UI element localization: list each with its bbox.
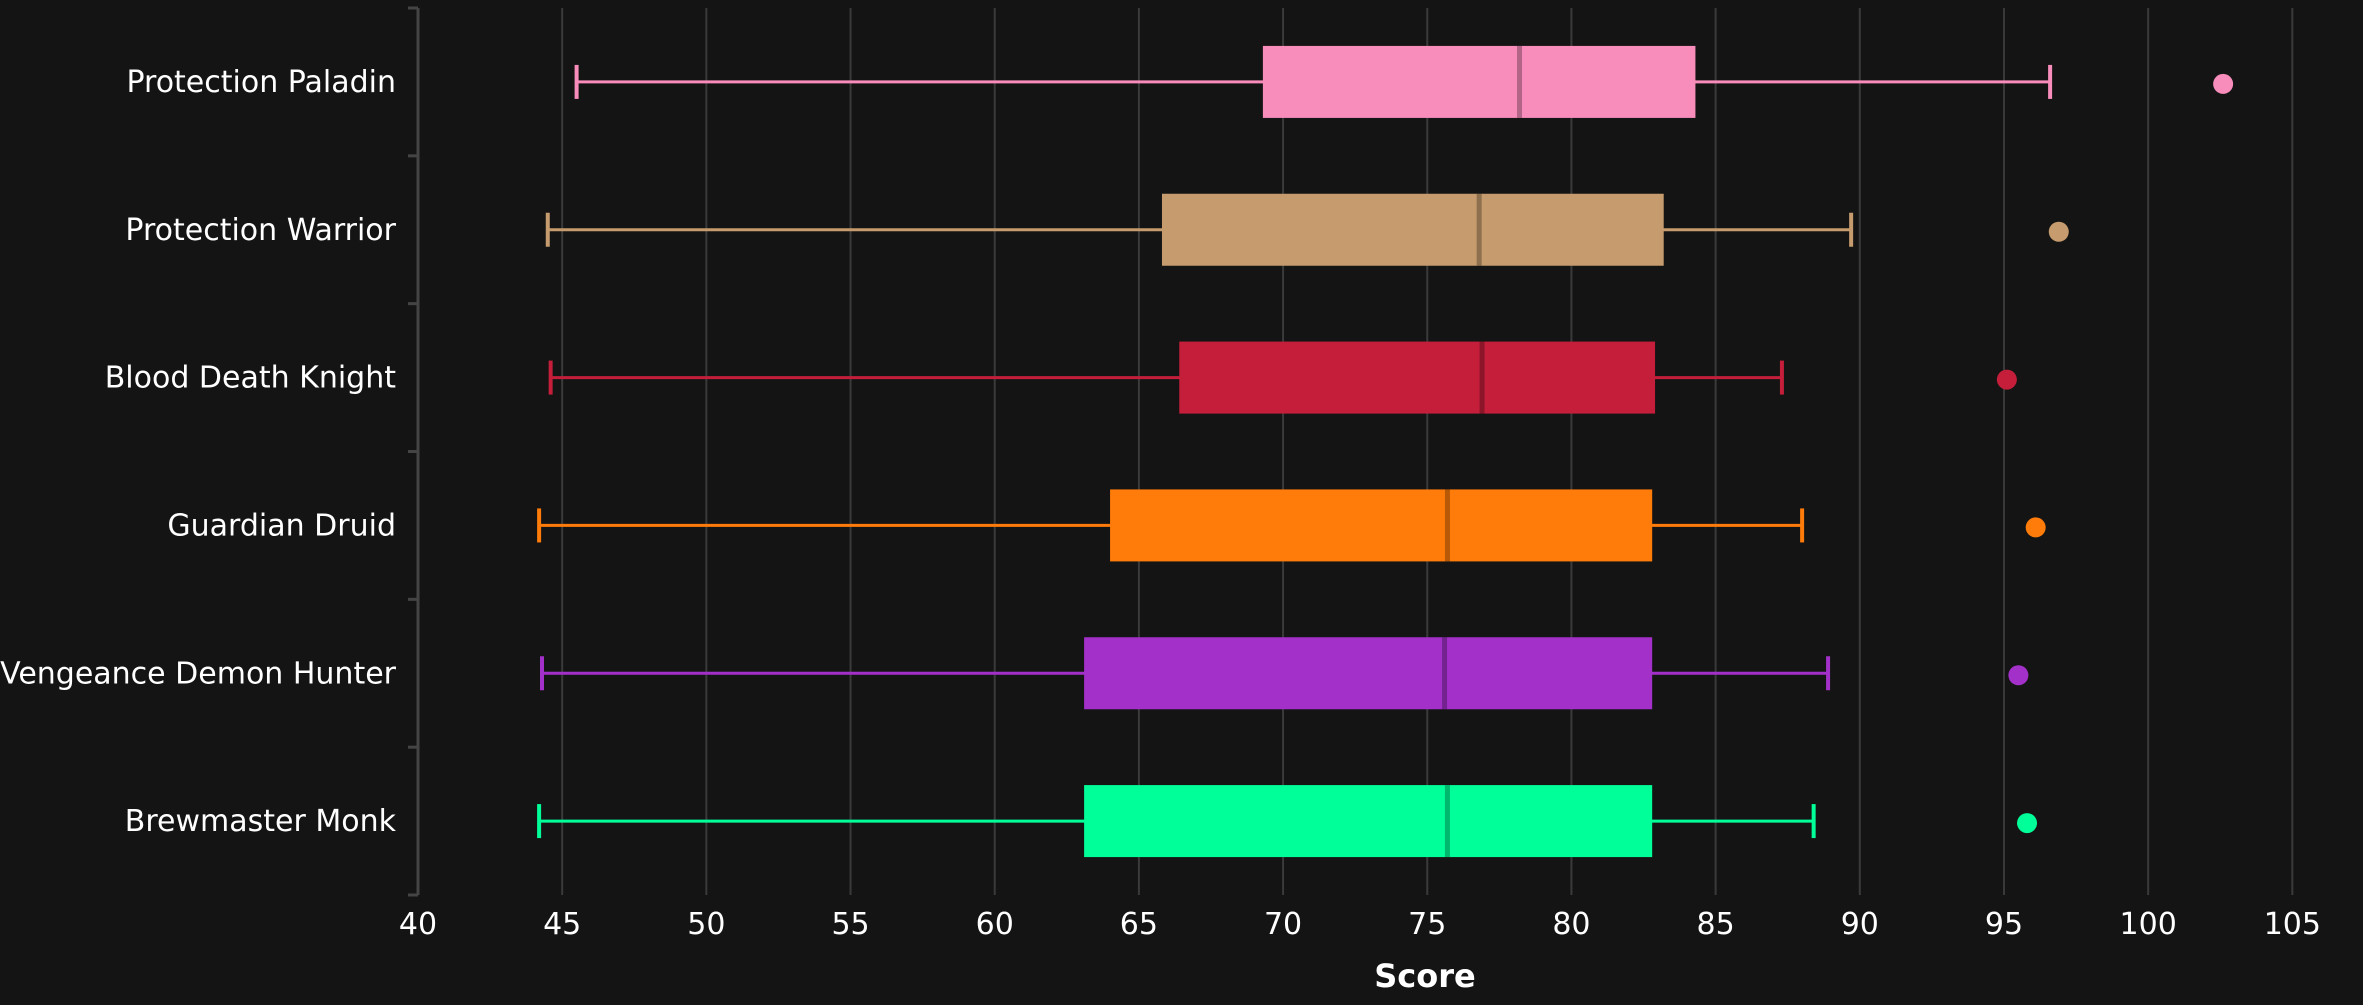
outlier-point: [2008, 665, 2029, 686]
iqr-box: [1084, 785, 1653, 858]
x-tick-label-75: 75: [1408, 907, 1446, 942]
iqr-box: [1179, 341, 1656, 414]
category-label-guardian-druid: Guardian Druid: [167, 508, 396, 543]
box-blood-death-knight: [548, 341, 2017, 414]
category-label-blood-death-knight: Blood Death Knight: [105, 361, 397, 396]
box-series: [537, 45, 2234, 858]
x-axis-title: Score: [1374, 957, 1475, 995]
x-tick-label-90: 90: [1841, 907, 1879, 942]
x-tick-label-65: 65: [1120, 907, 1158, 942]
box-protection-warrior: [545, 193, 2069, 266]
box-vengeance-demon-hunter: [539, 637, 2029, 710]
category-label-protection-paladin: Protection Paladin: [126, 65, 396, 100]
x-tick-label-45: 45: [543, 907, 581, 942]
x-tick-label-85: 85: [1697, 907, 1735, 942]
category-label-protection-warrior: Protection Warrior: [125, 213, 396, 248]
box-protection-paladin: [574, 45, 2234, 118]
x-tick-label-95: 95: [1985, 907, 2023, 942]
iqr-box: [1084, 637, 1653, 710]
category-labels: Protection Paladin Protection Warrior Bloo…: [0, 65, 397, 839]
outlier-point: [2048, 221, 2069, 242]
outlier-point: [2017, 813, 2038, 834]
x-tick-label-80: 80: [1552, 907, 1590, 942]
x-tick-label-105: 105: [2264, 907, 2321, 942]
x-tick-label-70: 70: [1264, 907, 1302, 942]
x-tick-label-100: 100: [2120, 907, 2177, 942]
axes: [408, 6, 420, 897]
iqr-box: [1110, 489, 1653, 562]
x-tick-label-50: 50: [687, 907, 725, 942]
category-label-brewmaster-monk: Brewmaster Monk: [125, 804, 397, 839]
outlier-point: [1996, 369, 2017, 390]
outlier-point: [2213, 73, 2234, 94]
x-tick-label-60: 60: [976, 907, 1014, 942]
box-guardian-druid: [537, 489, 2046, 562]
iqr-box: [1262, 45, 1696, 118]
x-tick-label-40: 40: [399, 907, 437, 942]
box-brewmaster-monk: [537, 785, 2038, 858]
grid-lines: [561, 8, 2294, 895]
category-label-vengeance-demon-hunter: Vengeance Demon Hunter: [0, 656, 397, 691]
outlier-point: [2025, 517, 2046, 538]
iqr-box: [1161, 193, 1664, 266]
x-tick-label-55: 55: [831, 907, 869, 942]
tick-labels: 40 45 50 55 60 65 70 75 80 85 90 95 100 105: [399, 907, 2321, 942]
